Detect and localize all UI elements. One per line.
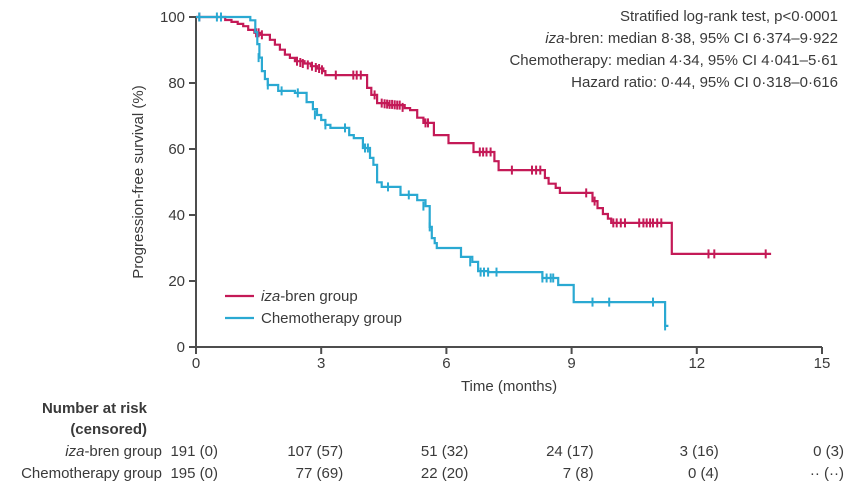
- legend-label-chemotherapy: Chemotherapy group: [261, 310, 402, 327]
- risk-value: 191 (0): [170, 443, 218, 460]
- risk-row-label: iza-bren group: [65, 443, 162, 460]
- annotation-line-chemo-median: Chemotherapy: median 4·34, 95% CI 4·041–…: [509, 52, 838, 69]
- annotation-line-izabren-median: iza-bren: median 8·38, 95% CI 6·374–9·92…: [545, 30, 838, 47]
- x-tick-label: 6: [442, 355, 450, 372]
- y-tick-label: 20: [168, 273, 185, 290]
- x-tick-label: 0: [192, 355, 200, 372]
- risk-value: 77 (69): [295, 465, 344, 482]
- stats-annotation: Stratified log-rank test, p<0·0001 iza-b…: [509, 8, 838, 91]
- risk-value: 22 (20): [420, 465, 469, 482]
- risk-value: 51 (32): [420, 443, 469, 460]
- legend: iza-bren group Chemotherapy group: [225, 288, 402, 327]
- risk-value: 3 (16): [679, 443, 719, 460]
- x-axis-title: Time (months): [461, 378, 557, 395]
- y-tick-label: 100: [160, 9, 185, 26]
- y-tick-label: 60: [168, 141, 185, 158]
- risk-row-label: Chemotherapy group: [21, 465, 162, 482]
- y-tick-label: 40: [168, 207, 185, 224]
- risk-value: ·· (··): [809, 465, 844, 482]
- risk-value: 7 (8): [562, 465, 594, 482]
- survival-curve-chemotherapy: [196, 15, 669, 327]
- risk-value: 24 (17): [546, 443, 594, 460]
- x-tick-label: 9: [567, 355, 575, 372]
- risk-table-header-line1: Number at risk: [41, 400, 147, 417]
- annotation-line-hazard-ratio: Hazard ratio: 0·44, 95% CI 0·318–0·616: [571, 74, 838, 91]
- plot-area: 0 3 6 9 12 15 0 20 40 60 80 100: [160, 9, 830, 372]
- survival-curve-iza-bren: [196, 15, 772, 255]
- x-tick-label: 12: [688, 355, 705, 372]
- x-tick-label: 3: [317, 355, 325, 372]
- legend-label-iza-bren: iza-bren group: [261, 288, 358, 305]
- y-axis-title: Progression-free survival (%): [130, 85, 147, 278]
- x-tick-label: 15: [814, 355, 831, 372]
- risk-value: 195 (0): [170, 465, 218, 482]
- risk-value: 0 (4): [687, 465, 719, 482]
- km-chart: Stratified log-rank test, p<0·0001 iza-b…: [130, 8, 838, 395]
- annotation-line-logrank: Stratified log-rank test, p<0·0001: [620, 8, 838, 25]
- risk-value: 107 (57): [287, 443, 344, 460]
- risk-table-header-line2: (censored): [70, 421, 147, 438]
- risk-value: 0 (3): [813, 443, 844, 460]
- y-tick-label: 0: [177, 339, 185, 356]
- y-tick-label: 80: [168, 75, 185, 92]
